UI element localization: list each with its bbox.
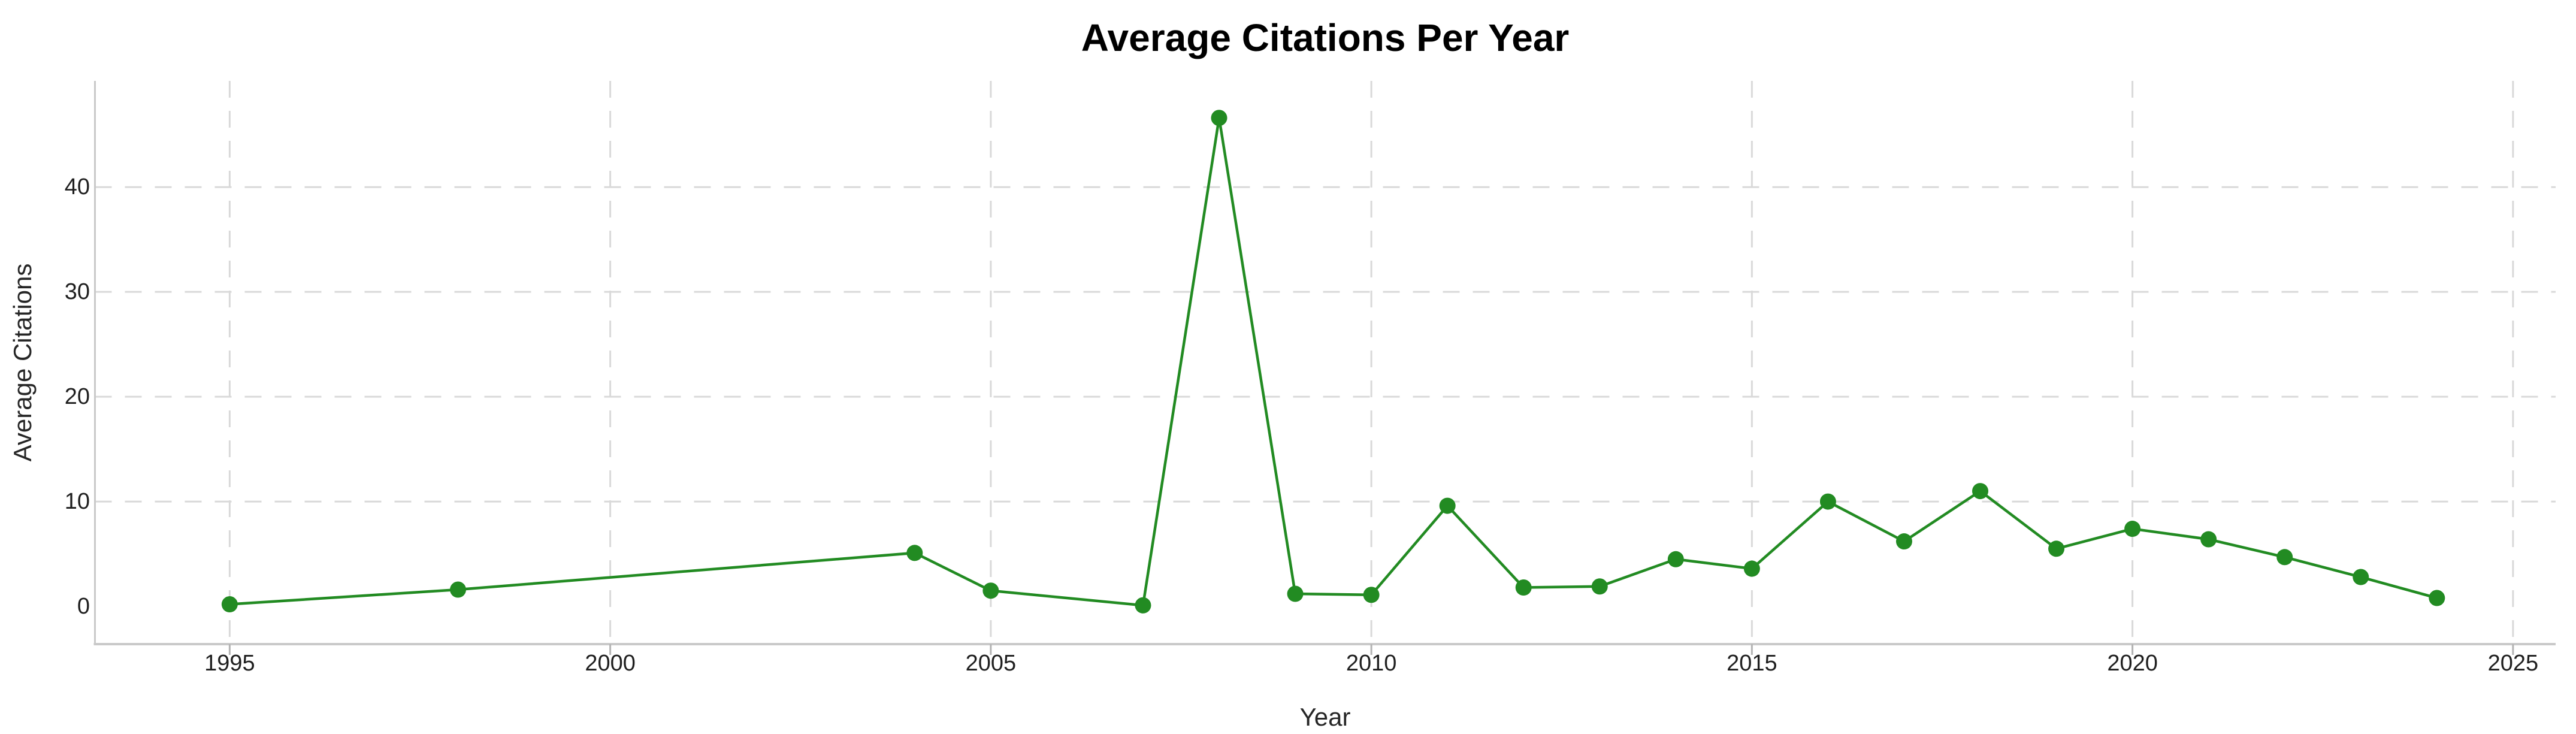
chart-title: Average Citations Per Year	[1081, 16, 1570, 59]
data-point-marker	[1515, 579, 1532, 596]
data-point-marker	[2353, 569, 2369, 585]
data-point-marker	[2200, 531, 2217, 548]
data-point-marker	[1819, 493, 1836, 510]
y-tick-label: 10	[65, 489, 90, 514]
x-tick-label: 2025	[2488, 651, 2539, 676]
data-point-marker	[982, 582, 999, 599]
x-tick-label: 2010	[1346, 651, 1397, 676]
data-point-marker	[2048, 540, 2065, 557]
data-point-marker	[1135, 597, 1151, 614]
citations-series-line	[228, 116, 2439, 607]
data-point-marker	[1743, 560, 1760, 577]
data-point-marker	[1363, 587, 1380, 603]
data-point-marker	[1972, 483, 1989, 500]
x-tick-label: 2005	[966, 651, 1017, 676]
data-point-marker	[2124, 521, 2141, 537]
data-point-marker	[1211, 110, 1227, 126]
y-axis-label: Average Citations	[8, 263, 37, 462]
data-point-marker	[1287, 585, 1304, 602]
y-tick-label: 0	[77, 594, 90, 619]
data-point-marker	[2429, 590, 2445, 606]
data-point-marker	[221, 596, 238, 613]
data-point-marker	[1591, 578, 1608, 595]
x-tick-label: 2020	[2107, 651, 2158, 676]
data-point-marker	[2276, 549, 2293, 566]
data-point-marker	[906, 545, 923, 561]
x-tick-label: 2000	[585, 651, 636, 676]
y-tick-label: 30	[65, 279, 90, 304]
y-tick-label: 20	[65, 384, 90, 409]
x-axis-label: Year	[1299, 703, 1351, 731]
data-point-marker	[450, 581, 467, 598]
x-tick-label: 2015	[1727, 651, 1777, 676]
data-point-marker	[1895, 533, 1912, 550]
x-tick-label: 1995	[204, 651, 255, 676]
data-point-marker	[1439, 497, 1456, 514]
data-point-marker	[1667, 551, 1684, 567]
y-tick-label: 40	[65, 174, 90, 200]
